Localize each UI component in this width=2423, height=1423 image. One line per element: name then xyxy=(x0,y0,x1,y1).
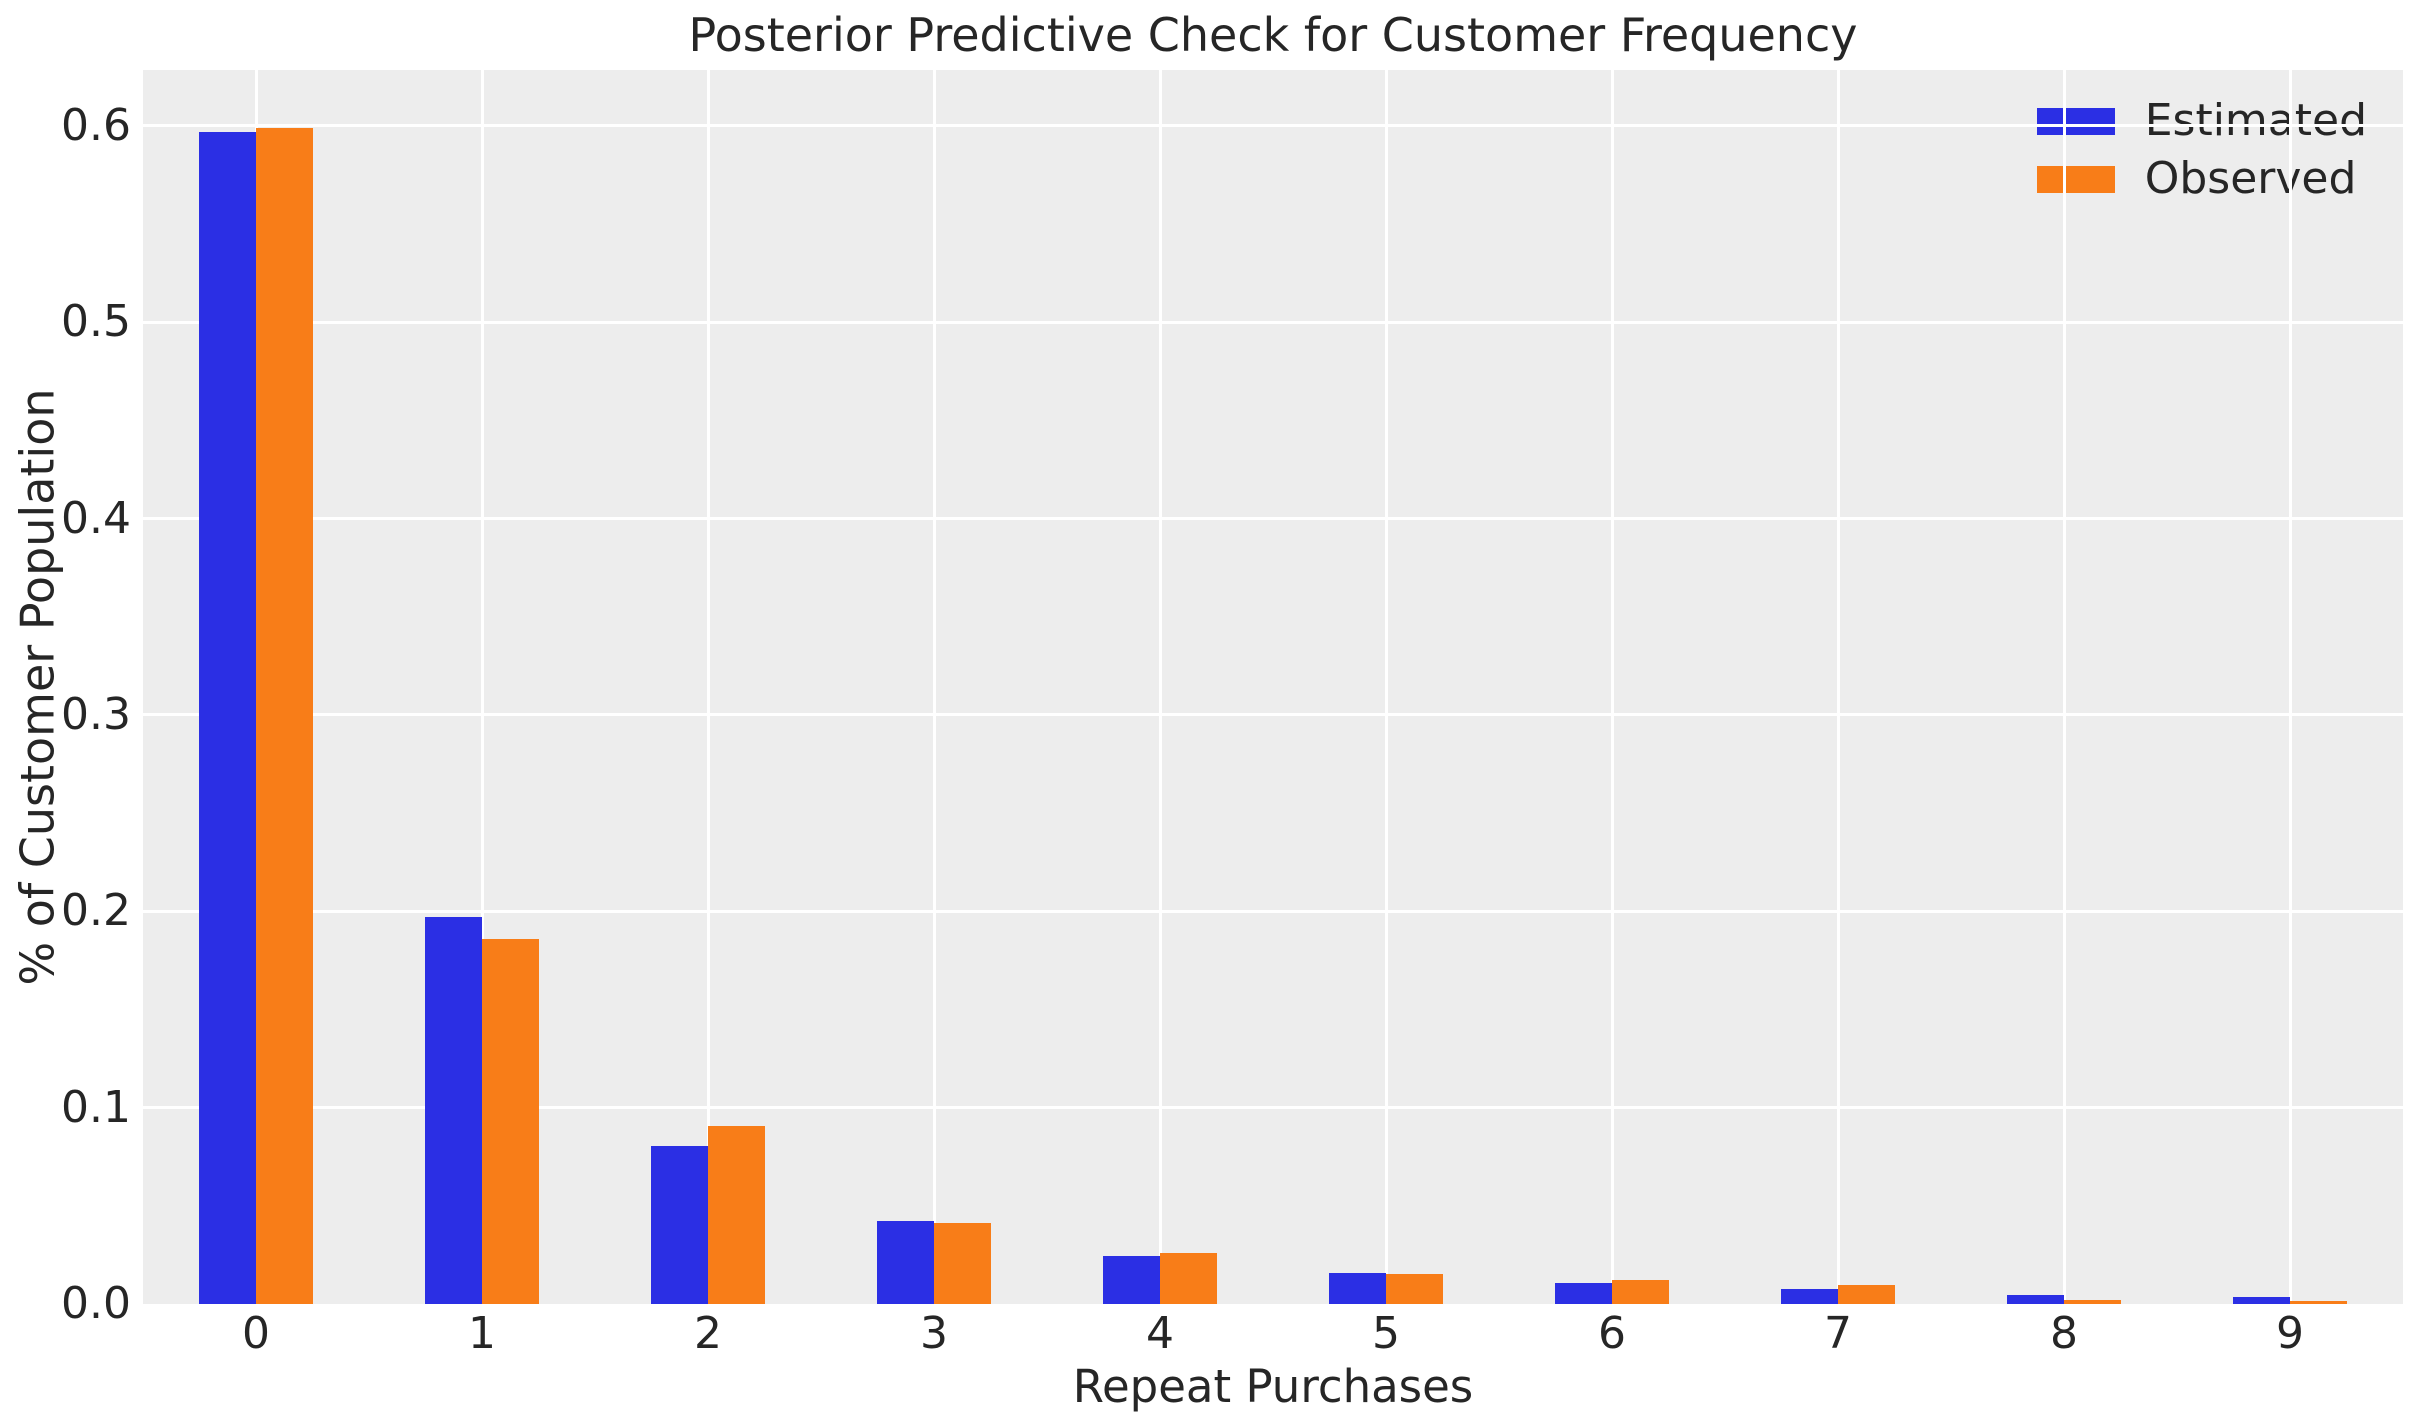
bar-estimated xyxy=(1555,1283,1612,1304)
x-tick-label: 8 xyxy=(2050,1308,2078,1359)
bar-observed xyxy=(2064,1300,2121,1304)
legend-swatch-estimated xyxy=(2036,107,2115,135)
bar-observed xyxy=(1160,1253,1217,1304)
x-tick-label: 3 xyxy=(920,1308,948,1359)
x-tick-label: 7 xyxy=(1824,1308,1852,1359)
legend-label: Estimated xyxy=(2144,95,2367,146)
legend-swatch-observed xyxy=(2036,165,2115,193)
y-tick-label: 0.5 xyxy=(61,296,131,348)
bar-observed xyxy=(482,939,539,1304)
legend: Estimated Observed xyxy=(2036,94,2367,206)
x-tick-label: 1 xyxy=(468,1308,496,1359)
legend-item: Observed xyxy=(2036,152,2367,206)
h-gridline xyxy=(143,1106,2403,1110)
bar-estimated xyxy=(1103,1256,1160,1304)
bar-estimated xyxy=(1329,1273,1386,1304)
bar-estimated xyxy=(199,132,256,1304)
h-gridline xyxy=(143,124,2403,128)
v-gridline xyxy=(2062,70,2066,1304)
y-axis-label-text: % of Customer Population xyxy=(11,388,66,986)
bar-observed xyxy=(934,1223,991,1304)
v-gridline xyxy=(480,70,484,1304)
bar-estimated xyxy=(651,1146,708,1304)
bar-estimated xyxy=(2007,1295,2064,1304)
h-gridline xyxy=(143,320,2403,324)
legend-label: Observed xyxy=(2144,153,2357,204)
bar-observed xyxy=(1838,1285,1895,1304)
x-tick-label: 9 xyxy=(2276,1308,2304,1359)
y-tick-label: 0.2 xyxy=(61,885,131,937)
bar-estimated xyxy=(2233,1297,2290,1304)
x-tick-label: 4 xyxy=(1146,1308,1174,1359)
x-tick-label: 0 xyxy=(242,1308,270,1359)
x-tick-label: 2 xyxy=(694,1308,722,1359)
bar-observed xyxy=(1612,1280,1669,1304)
chart-title: Posterior Predictive Check for Customer … xyxy=(688,8,1858,62)
v-gridline xyxy=(706,70,710,1304)
v-gridline xyxy=(1610,70,1614,1304)
bar-estimated xyxy=(877,1221,934,1304)
bar-observed xyxy=(2290,1301,2347,1304)
y-tick-label: 0.6 xyxy=(61,99,131,151)
y-tick-label: 0.3 xyxy=(61,688,131,740)
x-axis-label: Repeat Purchases xyxy=(1072,1360,1474,1413)
v-gridline xyxy=(932,70,936,1304)
v-gridline xyxy=(1836,70,1840,1304)
bar-estimated xyxy=(425,917,482,1304)
v-gridline xyxy=(2288,70,2292,1304)
bar-observed xyxy=(256,128,313,1304)
bar-estimated xyxy=(1781,1289,1838,1304)
y-axis-label: % of Customer Population xyxy=(10,70,66,1304)
v-gridline xyxy=(1384,70,1388,1304)
plot-area: Estimated Observed xyxy=(143,70,2403,1304)
y-tick-label: 0.0 xyxy=(61,1278,131,1329)
h-gridline xyxy=(143,517,2403,521)
bar-observed xyxy=(1386,1274,1443,1304)
y-tick-label: 0.1 xyxy=(61,1081,131,1133)
h-gridline xyxy=(143,909,2403,913)
y-tick-label: 0.4 xyxy=(61,492,131,544)
x-tick-label: 5 xyxy=(1372,1308,1400,1359)
h-gridline xyxy=(143,713,2403,717)
v-gridline xyxy=(1158,70,1162,1304)
legend-item: Estimated xyxy=(2036,94,2367,148)
bar-observed xyxy=(708,1126,765,1304)
x-tick-label: 6 xyxy=(1598,1308,1626,1359)
